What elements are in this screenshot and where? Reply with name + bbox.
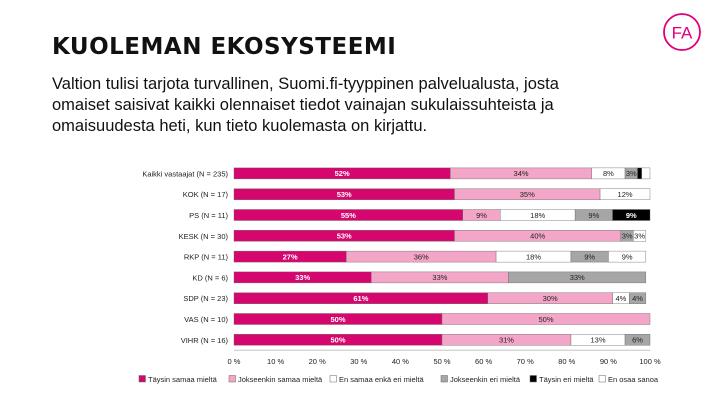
data-label: 55% bbox=[341, 211, 356, 220]
logo-text: FA bbox=[672, 24, 693, 43]
data-label: 12% bbox=[618, 190, 633, 199]
data-label: 61% bbox=[353, 294, 368, 303]
x-tick-label: 50 % bbox=[433, 357, 450, 366]
data-label: 4% bbox=[632, 294, 643, 303]
x-tick-label: 10 % bbox=[267, 357, 284, 366]
category-label: PS (N = 11) bbox=[189, 211, 228, 220]
data-label: 35% bbox=[520, 190, 535, 199]
data-label: 18% bbox=[526, 252, 541, 261]
legend-swatch bbox=[329, 375, 337, 383]
page-title: KUOLEMAN EKOSYSTEEMI bbox=[52, 34, 397, 60]
fa-logo: FA bbox=[663, 13, 701, 51]
category-label: SDP (N = 23) bbox=[183, 294, 228, 303]
question-text: Valtion tulisi tarjota turvallinen, Suom… bbox=[52, 75, 559, 135]
x-tick-label: 30 % bbox=[350, 357, 367, 366]
data-label: 9% bbox=[476, 211, 487, 220]
legend-label: En osaa sanoa bbox=[608, 375, 659, 384]
data-label: 18% bbox=[530, 211, 545, 220]
data-label: 31% bbox=[499, 336, 514, 345]
legend-label: Jokseenkin eri mieltä bbox=[450, 375, 521, 384]
x-tick-label: 90 % bbox=[600, 357, 617, 366]
x-tick-label: 60 % bbox=[475, 357, 492, 366]
legend-swatch bbox=[228, 375, 236, 383]
data-label: 30% bbox=[543, 294, 558, 303]
bar-segment bbox=[612, 209, 651, 221]
x-tick-label: 40 % bbox=[392, 357, 409, 366]
data-label: 3% bbox=[622, 232, 633, 241]
legend-swatch bbox=[598, 375, 606, 383]
data-label: 50% bbox=[538, 315, 553, 324]
data-label: 3% bbox=[626, 169, 637, 178]
legend-label: Jokseenkin samaa mieltä bbox=[238, 375, 323, 384]
data-label: 33% bbox=[570, 273, 585, 282]
data-label: 9% bbox=[622, 252, 633, 261]
data-label: 9% bbox=[584, 252, 595, 261]
data-label: 53% bbox=[337, 190, 352, 199]
category-label: VAS (N = 10) bbox=[184, 315, 228, 324]
data-label: 52% bbox=[335, 169, 350, 178]
data-label: 50% bbox=[330, 336, 345, 345]
data-label: 6% bbox=[632, 336, 643, 345]
x-tick-label: 100 % bbox=[639, 357, 661, 366]
legend-swatch bbox=[138, 375, 146, 383]
legend-label: En samaa enkä eri mieltä bbox=[339, 375, 424, 384]
x-tick-label: 80 % bbox=[558, 357, 575, 366]
category-label: RKP (N = 11) bbox=[184, 253, 229, 262]
data-label: 50% bbox=[330, 315, 345, 324]
legend-swatch bbox=[440, 375, 448, 383]
data-label: 34% bbox=[514, 169, 529, 178]
data-label: 4% bbox=[615, 294, 626, 303]
x-tick-label: 0 % bbox=[228, 357, 241, 366]
data-label: 27% bbox=[283, 252, 298, 261]
legend-swatch bbox=[529, 375, 537, 383]
data-label: 33% bbox=[432, 273, 447, 282]
x-tick-label: 70 % bbox=[517, 357, 534, 366]
legend-label: Täysin eri mieltä bbox=[539, 375, 594, 384]
bar-segment bbox=[508, 271, 647, 284]
data-label: 36% bbox=[414, 252, 429, 261]
bar-segment bbox=[629, 292, 647, 304]
category-label: VIHR (N = 16) bbox=[181, 336, 229, 345]
bar-segment bbox=[641, 167, 651, 180]
bar-segment bbox=[633, 230, 647, 242]
category-label: Kaikki vastaajat (N = 235) bbox=[142, 169, 228, 178]
bar-segment bbox=[637, 167, 642, 180]
data-label: 8% bbox=[603, 169, 614, 178]
data-label: 3% bbox=[634, 232, 645, 241]
data-label: 9% bbox=[626, 211, 637, 220]
data-label: 13% bbox=[590, 336, 605, 345]
category-label: KESK (N = 30) bbox=[179, 232, 229, 241]
x-tick-label: 20 % bbox=[309, 357, 326, 366]
data-label: 53% bbox=[337, 232, 352, 241]
bar-segment bbox=[599, 188, 651, 200]
category-label: KD (N = 6) bbox=[192, 273, 228, 282]
data-label: 40% bbox=[530, 232, 545, 241]
bar-segment bbox=[441, 313, 651, 325]
category-label: KOK (N = 17) bbox=[183, 190, 229, 199]
data-label: 9% bbox=[588, 211, 599, 220]
bar-segment bbox=[608, 250, 647, 263]
data-label: 33% bbox=[295, 273, 310, 282]
bar-segment bbox=[624, 334, 651, 346]
legend-label: Täysin samaa mieltä bbox=[148, 375, 218, 384]
